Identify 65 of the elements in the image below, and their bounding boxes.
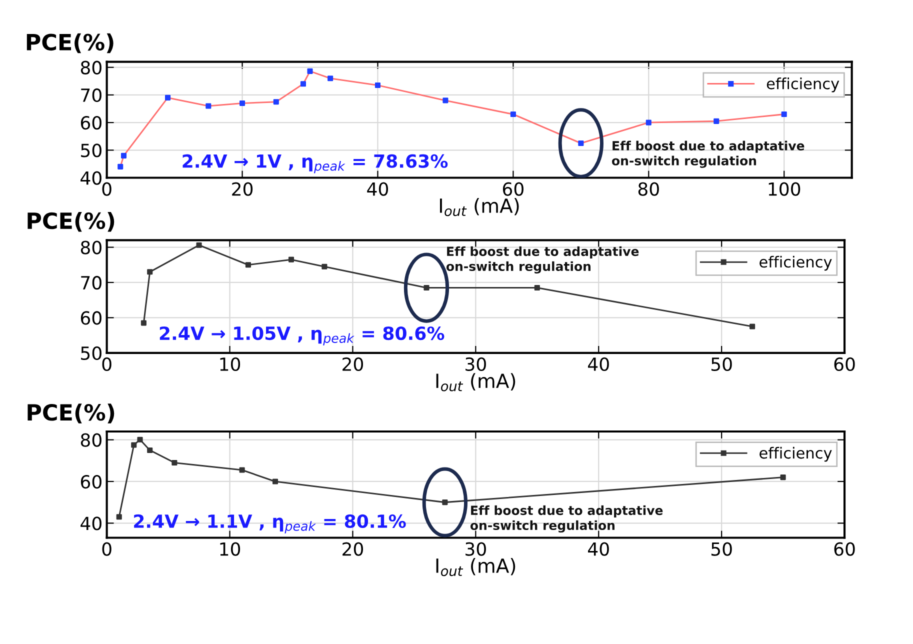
x-tick-label: 0 [102,357,112,372]
y-tick-label: 50 [81,346,102,360]
x-tick-label: 0 [102,182,112,196]
annotation: 2.4V → 1V , η$_{peak}$ = 78.63% [182,154,448,174]
y-tick-label: 80 [80,240,102,254]
legend-label: efficiency [760,256,832,271]
x-tick-label: 30 [466,357,486,372]
x-tick-label: 40 [588,542,609,556]
legend-label: efficiency [760,446,832,462]
x-tick-label: 10 [220,357,240,372]
y-tick-label: 40 [80,171,102,185]
point [780,474,786,480]
point [442,500,448,506]
annotation: Eff boost due to adaptative on-switch regulation [470,505,663,533]
x-tick-label: 50 [711,542,732,556]
point [322,264,328,270]
point [140,320,146,326]
point [245,262,251,268]
y-tick-label: 60 [80,311,102,325]
x-tick-label: 20 [232,182,253,196]
x-tick-label: 60 [834,357,855,372]
point [272,478,278,484]
x-tick-label: 40 [588,357,609,372]
point [147,269,153,275]
x-tick-label: 20 [342,542,364,556]
x-axis-title: I$_{out}$ (mA) [436,558,516,576]
y-tick-label: 40 [80,516,102,530]
annotation: 2.4V → 1.05V , η$_{peak}$ = 80.6% [160,326,444,346]
y-tick-label: 50 [81,144,102,158]
x-tick-label: 100 [768,182,800,196]
point [196,242,202,248]
point [137,436,143,442]
point [172,460,178,466]
y-tick-label: 60 [80,474,102,489]
x-tick-label: 50 [711,357,732,372]
legend-label: efficiency [766,78,840,92]
point [534,284,540,291]
point [750,324,756,330]
y-tick-label: 80 [80,60,102,74]
x-tick-label: 30 [466,542,486,556]
y-axis-title: PCE(%) [28,404,114,424]
y-axis-title: PCE(%) [28,212,114,232]
point [116,514,122,520]
x-tick-label: 0 [102,542,112,556]
x-tick-label: 40 [367,182,388,196]
annotation: Eff boost due to adaptative on-switch regulation [612,140,804,168]
y-axis-title: PCE(%) [26,33,114,54]
y-tick-label: 80 [80,433,102,447]
y-tick-label: 70 [81,88,102,102]
x-tick-label: 80 [638,182,659,196]
x-tick-label: 10 [220,542,240,556]
annotation: Eff boost due to adaptative on-switch regulation [446,246,639,274]
y-tick-label: 70 [81,276,102,290]
point [147,447,153,454]
x-tick-label: 60 [834,542,855,556]
point [424,284,430,291]
x-tick-label: 60 [502,182,524,196]
point [131,442,137,448]
point [288,256,294,262]
annotation: 2.4V → 1.1V , η$_{peak}$ = 80.1% [134,514,406,534]
x-axis-title: I$_{out}$ (mA) [440,198,519,216]
point [239,467,245,473]
x-tick-label: 20 [342,357,364,372]
y-tick-label: 60 [80,116,102,130]
x-axis-title: I$_{out}$ (mA) [436,373,516,392]
